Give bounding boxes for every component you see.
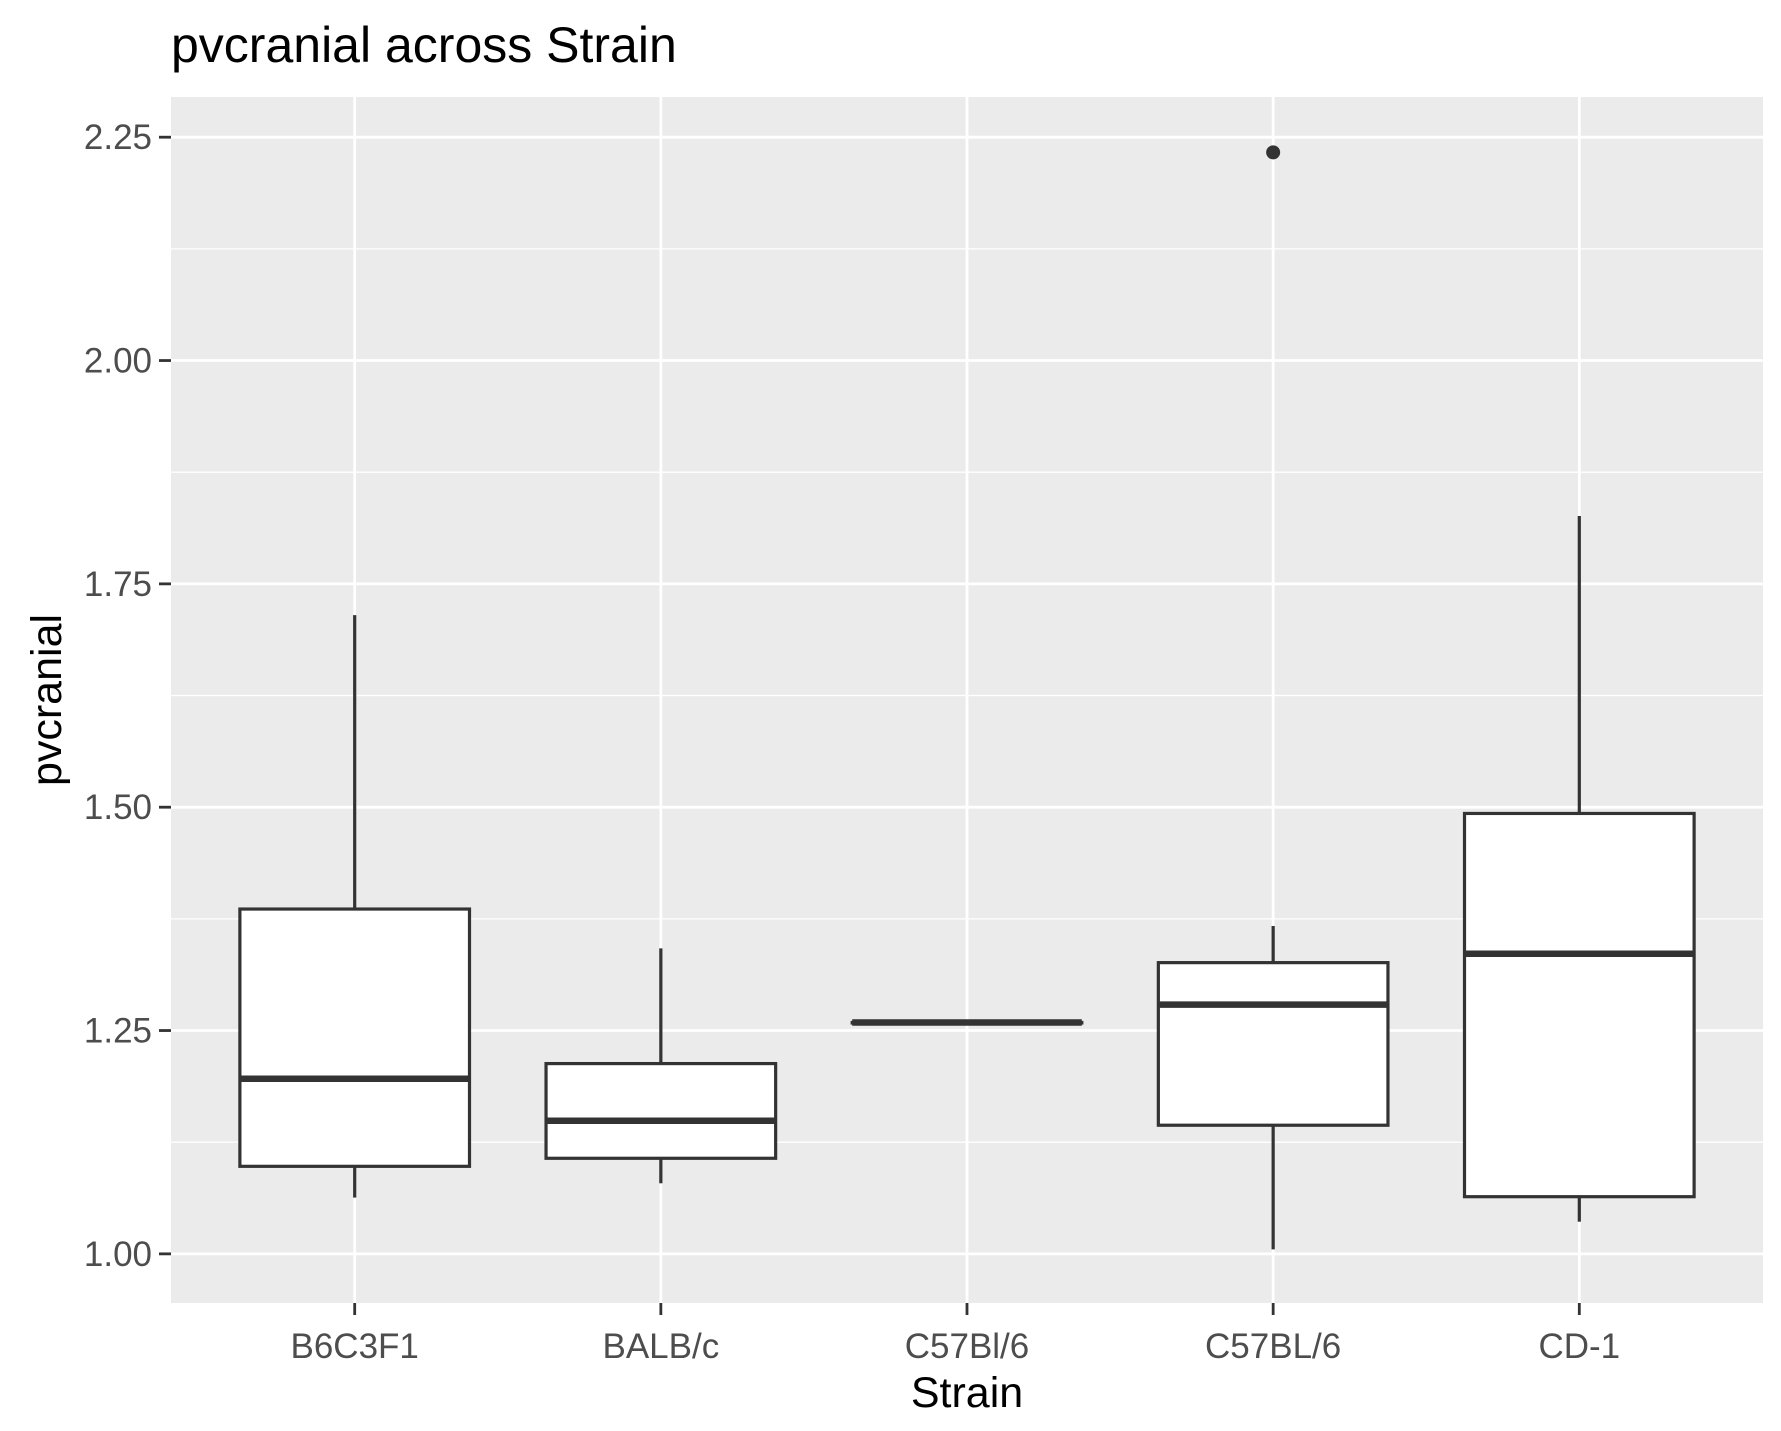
box-iqr — [1462, 811, 1696, 1199]
box-iqr — [544, 1061, 778, 1160]
x-tick-label: B6C3F1 — [290, 1327, 418, 1366]
x-tick-label: CD-1 — [1538, 1327, 1620, 1366]
chart-title: pvcranial across Strain — [171, 17, 677, 73]
y-axis: 1.00 1.25 1.50 1.75 2.00 2.25 — [84, 118, 171, 1274]
box-cd-1 — [1462, 515, 1696, 1222]
y-tick-label: 1.75 — [84, 565, 152, 604]
y-tick-label: 1.25 — [84, 1012, 152, 1051]
box-c57bl-6 — [1156, 145, 1390, 1250]
y-tick-label: 2.25 — [84, 118, 152, 157]
x-tick-label: C57Bl/6 — [905, 1327, 1030, 1366]
y-axis-title: pvcranial — [23, 614, 71, 786]
box-b6c3f1 — [238, 615, 472, 1198]
x-tick-label: C57BL/6 — [1205, 1327, 1341, 1366]
box-series — [238, 145, 1696, 1250]
outlier-point — [1266, 145, 1281, 160]
y-tick-label: 2.00 — [84, 342, 152, 381]
x-tick-label: BALB/c — [602, 1327, 719, 1366]
x-axis: B6C3F1 BALB/c C57Bl/6 C57BL/6 CD-1 — [290, 1303, 1620, 1366]
major-gridlines — [171, 97, 1763, 1303]
box-c57bl-6 — [850, 1019, 1084, 1026]
box-iqr — [1156, 961, 1390, 1127]
x-axis-title: Strain — [911, 1369, 1023, 1417]
y-tick-label: 1.50 — [84, 788, 152, 827]
box-balb-c — [544, 948, 778, 1184]
box-iqr — [238, 907, 472, 1168]
y-tick-label: 1.00 — [84, 1235, 152, 1274]
